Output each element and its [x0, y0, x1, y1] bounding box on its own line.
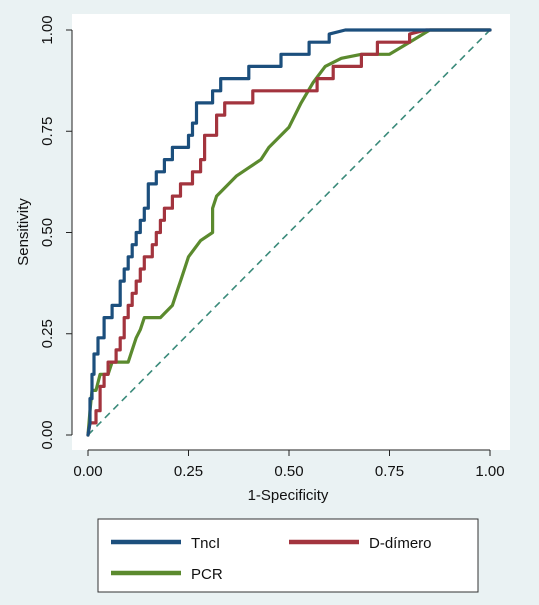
x-tick-label: 1.00 — [475, 463, 504, 480]
x-tick-label: 0.00 — [73, 463, 102, 480]
y-tick-label: 0.50 — [39, 218, 56, 247]
legend-label-pcr: PCR — [191, 566, 223, 583]
y-tick-label: 0.25 — [39, 319, 56, 348]
series-layer — [86, 28, 492, 437]
x-tick-label: 0.50 — [274, 463, 303, 480]
series-line-pcr — [86, 28, 492, 437]
axes-layer: 0.00 0.25 0.50 0.75 1.00 0.00 0.25 0.50 0.75 1.00 — [39, 15, 505, 480]
y-axis-label: Sensitivity — [15, 198, 32, 266]
x-axis-label: 1-Specificity — [248, 487, 329, 504]
y-tick-label: 0.75 — [39, 117, 56, 146]
y-tick-label: 0.00 — [39, 420, 56, 449]
x-tick-label: 0.75 — [375, 463, 404, 480]
legend-box — [97, 518, 479, 593]
plot-area — [72, 14, 510, 450]
x-tick-label: 0.25 — [174, 463, 203, 480]
series-line-tnci — [86, 28, 492, 437]
legend-label-tnci: TncI — [191, 535, 220, 552]
legend-label-ddimero: D-dímero — [369, 535, 432, 552]
y-tick-label: 1.00 — [39, 15, 56, 44]
legend: TncI D-dímero PCR — [97, 518, 479, 593]
series-line-d-dimero — [86, 28, 492, 437]
